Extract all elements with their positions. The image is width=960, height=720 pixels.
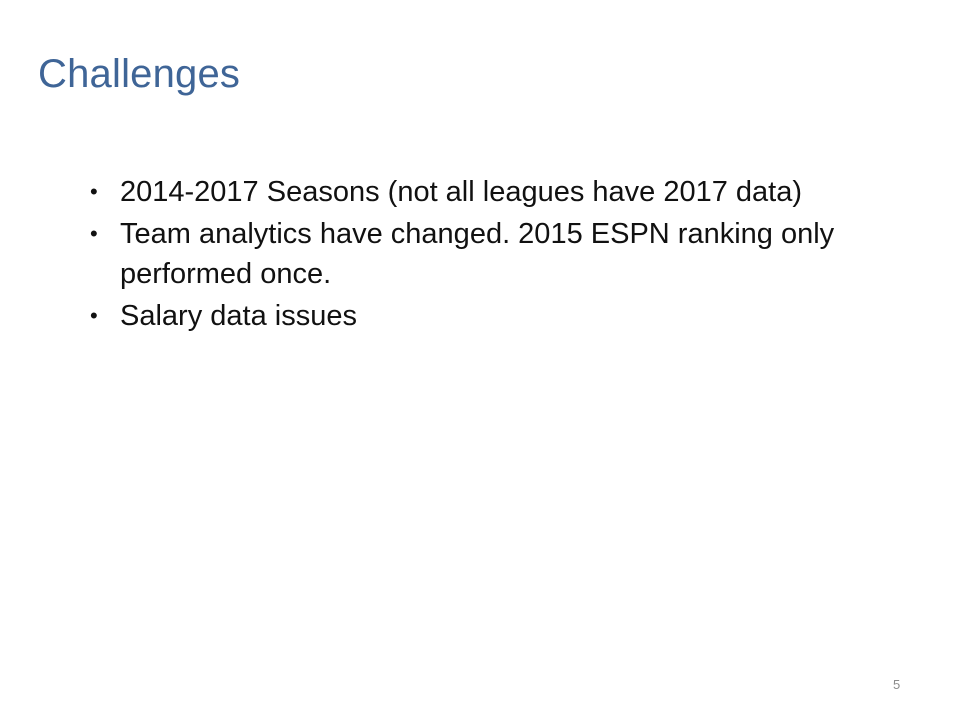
bullet-item: • Salary data issues	[90, 296, 870, 336]
bullet-text: 2014-2017 Seasons (not all leagues have …	[120, 176, 803, 208]
bullet-icon: •	[90, 303, 98, 328]
bullet-text: Team analytics have changed. 2015 ESPN r…	[120, 218, 835, 290]
bullet-item: • 2014-2017 Seasons (not all leagues hav…	[90, 172, 870, 212]
bullet-icon: •	[90, 179, 98, 204]
slide-number: 5	[893, 677, 901, 692]
bullet-text: Salary data issues	[120, 300, 357, 332]
slide-title: Challenges	[38, 52, 241, 96]
bullet-icon: •	[90, 221, 98, 246]
bullet-list: • 2014-2017 Seasons (not all leagues hav…	[90, 172, 870, 338]
bullet-item: • Team analytics have changed. 2015 ESPN…	[90, 214, 870, 294]
